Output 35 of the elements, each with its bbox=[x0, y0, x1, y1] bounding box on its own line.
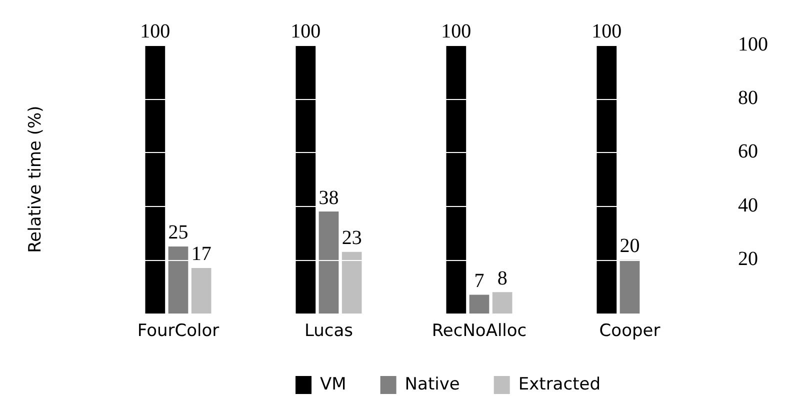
legend-label: Native bbox=[404, 374, 460, 394]
bar bbox=[318, 212, 339, 314]
bar bbox=[620, 260, 640, 314]
y-axis-title: Relative time (%) bbox=[25, 106, 46, 253]
data-label: 100 bbox=[140, 20, 170, 42]
bar bbox=[469, 294, 490, 314]
bar bbox=[296, 45, 316, 314]
y-tick-label: 20 bbox=[738, 248, 758, 270]
x-tick-label: Lucas bbox=[304, 321, 354, 342]
data-label: 38 bbox=[318, 186, 339, 209]
data-label: 23 bbox=[342, 227, 362, 250]
bar bbox=[596, 45, 617, 314]
y-tick-label: 40 bbox=[738, 194, 758, 216]
data-label: 17 bbox=[191, 243, 212, 266]
bar bbox=[145, 45, 166, 314]
bar bbox=[492, 292, 512, 314]
bar bbox=[342, 252, 362, 314]
x-tick-label: FourColor bbox=[137, 321, 220, 342]
y-tick-label: 100 bbox=[738, 33, 768, 56]
x-tick-label: Cooper bbox=[599, 321, 660, 342]
data-label: 25 bbox=[168, 222, 188, 244]
legend-label: Extracted bbox=[518, 374, 600, 394]
bar bbox=[446, 45, 466, 314]
data-label: 20 bbox=[620, 235, 640, 258]
data-label: 100 bbox=[441, 20, 472, 42]
data-label: 100 bbox=[290, 20, 321, 42]
x-tick-label: RecNoAlloc bbox=[432, 321, 527, 342]
y-tick-label: 80 bbox=[738, 86, 758, 109]
legend-label: VM bbox=[320, 374, 346, 394]
bar bbox=[191, 268, 212, 314]
data-label: 8 bbox=[497, 267, 508, 290]
data-label: 100 bbox=[592, 20, 622, 42]
data-label: 7 bbox=[474, 270, 484, 292]
bar bbox=[168, 246, 188, 314]
y-tick-label: 60 bbox=[738, 140, 758, 163]
